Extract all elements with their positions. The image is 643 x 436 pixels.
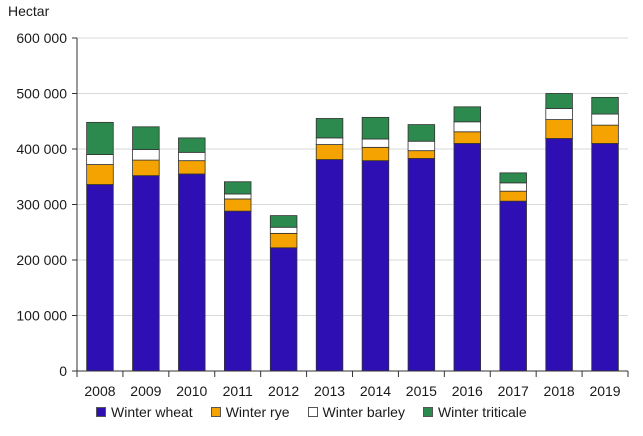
bar-segment bbox=[178, 137, 206, 153]
x-tick-label: 2012 bbox=[268, 383, 299, 399]
legend: Winter wheat Winter rye Winter barley Winte… bbox=[96, 404, 527, 420]
bar-segment bbox=[315, 144, 344, 160]
bar-segment bbox=[361, 160, 390, 372]
bar-segment bbox=[178, 160, 206, 175]
bar-segment bbox=[453, 106, 482, 123]
stacked-bar-chart: Hectar 0 100 000 200 000 300 000 400 000 500 … bbox=[8, 3, 629, 399]
bar-segment bbox=[132, 175, 160, 372]
bar-segment bbox=[545, 93, 573, 109]
bar-segment bbox=[315, 159, 344, 372]
y-tick-label: 200 000 bbox=[16, 252, 67, 268]
bar-segment bbox=[361, 116, 390, 140]
legend-label: Winter wheat bbox=[111, 404, 193, 420]
grid-lines bbox=[77, 37, 628, 316]
bar-segment bbox=[591, 124, 619, 144]
bar-segment bbox=[545, 138, 573, 372]
bar-segment bbox=[223, 181, 252, 195]
x-tick-label: 2013 bbox=[314, 383, 345, 399]
legend-label: Winter triticale bbox=[437, 404, 527, 420]
legend-item: Winter wheat bbox=[96, 404, 193, 420]
x-tick-labels: 2008 2009 2010 2011 2012 2013 2014 2015 2016 2017… bbox=[84, 383, 620, 399]
bar-segment bbox=[591, 96, 619, 115]
x-tick-label: 2009 bbox=[130, 383, 161, 399]
bar-segment bbox=[178, 151, 206, 162]
y-axis-label: Hectar bbox=[8, 3, 50, 19]
legend-item: Winter triticale bbox=[422, 404, 527, 420]
y-tick-label: 500 000 bbox=[16, 86, 67, 102]
x-tick-label: 2008 bbox=[84, 383, 115, 399]
legend-item: Winter barley bbox=[307, 404, 405, 420]
bar-segment bbox=[132, 126, 160, 150]
legend-label: Winter barley bbox=[322, 404, 405, 420]
bar-segment bbox=[453, 131, 482, 144]
legend-swatch bbox=[307, 407, 318, 417]
x-tick-label: 2014 bbox=[360, 383, 391, 399]
bar-segment bbox=[591, 113, 619, 126]
bar-segment bbox=[453, 121, 482, 133]
legend-item: Winter rye bbox=[210, 404, 290, 420]
legend-swatch bbox=[96, 407, 106, 417]
bar-segment bbox=[86, 121, 114, 155]
x-tick-label: 2016 bbox=[452, 383, 483, 399]
y-tick-label: 400 000 bbox=[16, 141, 67, 157]
x-tick-label: 2015 bbox=[406, 383, 437, 399]
x-tick-label: 2019 bbox=[589, 383, 620, 399]
bar-segment bbox=[453, 143, 482, 372]
y-tick-label: 0 bbox=[59, 363, 67, 379]
bar-segment bbox=[269, 226, 298, 234]
bar-segment bbox=[499, 190, 527, 202]
bar-segment bbox=[591, 143, 619, 372]
bar-segment bbox=[315, 118, 344, 139]
bar-segment bbox=[545, 119, 573, 139]
y-tick-label: 100 000 bbox=[16, 308, 67, 324]
bar-segment bbox=[407, 150, 436, 159]
bar-segment bbox=[86, 184, 114, 372]
bar-segment bbox=[269, 247, 298, 372]
bar-segment bbox=[223, 210, 252, 372]
bar-segment bbox=[361, 146, 390, 162]
bar-segment bbox=[132, 159, 160, 177]
bar-segment bbox=[86, 154, 114, 165]
bar-segment bbox=[407, 140, 436, 152]
bar-segment bbox=[499, 200, 527, 372]
bar-segment bbox=[178, 173, 206, 372]
y-tick-label: 600 000 bbox=[16, 30, 67, 46]
bars bbox=[86, 93, 619, 372]
bar-segment bbox=[407, 158, 436, 372]
axes bbox=[72, 37, 629, 377]
y-tick-labels: 0 100 000 200 000 300 000 400 000 500 000 600 … bbox=[16, 30, 67, 379]
legend-label: Winter rye bbox=[225, 404, 290, 420]
y-tick-label: 300 000 bbox=[16, 197, 67, 213]
bar-segment bbox=[499, 172, 527, 184]
x-tick-label: 2018 bbox=[544, 383, 575, 399]
bar-segment bbox=[269, 215, 298, 228]
bar-segment bbox=[132, 149, 160, 161]
bar-segment bbox=[545, 108, 573, 120]
bar-segment bbox=[269, 232, 298, 249]
bar-segment bbox=[223, 193, 252, 200]
legend-swatch bbox=[422, 407, 433, 417]
bar-segment bbox=[315, 137, 344, 145]
bar-segment bbox=[86, 164, 114, 185]
x-tick-label: 2017 bbox=[498, 383, 529, 399]
x-tick-label: 2010 bbox=[176, 383, 207, 399]
legend-swatch bbox=[210, 407, 221, 417]
bar-segment bbox=[499, 182, 527, 192]
x-tick-label: 2011 bbox=[223, 383, 253, 399]
bar-segment bbox=[407, 124, 436, 142]
bar-segment bbox=[361, 138, 390, 148]
bar-segment bbox=[223, 198, 252, 212]
